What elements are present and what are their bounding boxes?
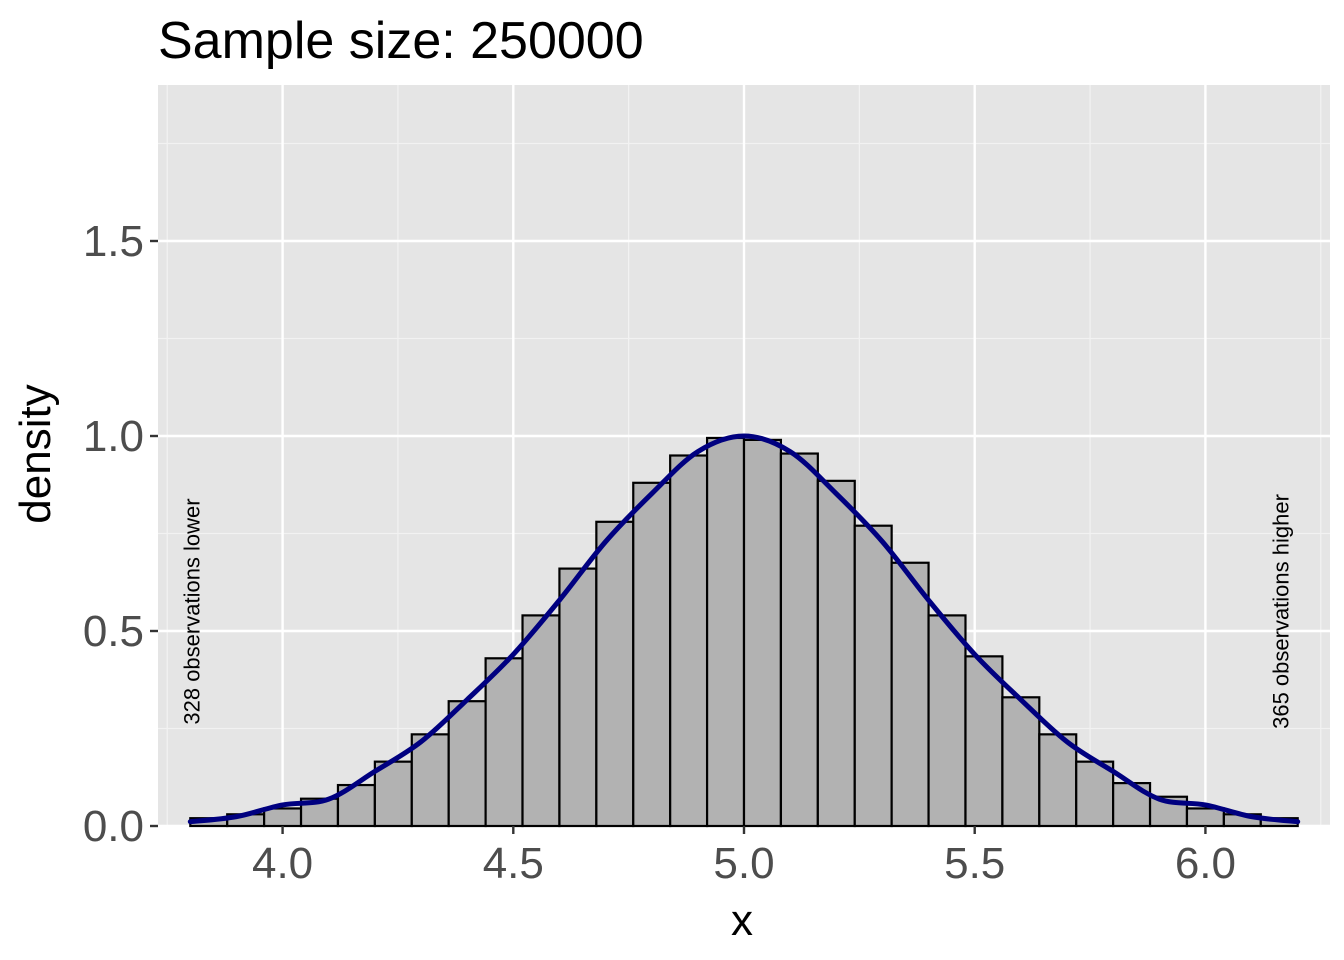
histogram-bar [1185,807,1225,828]
histogram-bar [1075,760,1115,828]
histogram-bar [853,524,893,828]
y-tick-label: 1.0 [83,412,144,461]
y-tick-label: 1.5 [83,217,144,266]
x-tick-label: 6.0 [1175,839,1236,888]
histogram-bar [632,481,672,828]
y-axis: 0.0 0.5 1.0 1.5 [83,217,158,851]
x-tick-label: 4.0 [252,839,313,888]
x-axis-title: x [731,896,753,945]
histogram-bar [263,807,303,828]
x-tick-label: 5.0 [713,839,774,888]
histogram-bar [373,760,413,828]
histogram-bar [1038,733,1078,828]
histogram-bar [705,436,746,828]
annotation-higher: 365 observations higher [1268,494,1293,729]
x-tick-label: 5.5 [944,839,1005,888]
histogram-bar [816,479,856,828]
y-tick-label: 0.5 [83,607,144,656]
histogram-bar [595,520,635,828]
chart-title: Sample size: 250000 [158,12,644,70]
y-axis-title: density [11,384,60,523]
density-curve [187,433,1301,825]
histogram-bar [1001,696,1041,828]
x-axis: 4.0 4.5 5.0 5.5 6.0 [252,826,1236,888]
y-tick-label: 0.0 [83,802,144,851]
histogram-bar [890,561,930,828]
histogram-bar [742,438,783,828]
histogram-bar [558,567,598,828]
histogram-bar [410,733,450,828]
histogram-bar [779,452,819,828]
histogram-bar [964,655,1004,828]
histogram-bar [521,614,561,828]
histogram-bar [484,657,524,828]
annotations: 328 observations lower 365 observations h… [180,494,1294,729]
histogram-bar [447,700,487,828]
annotation-lower: 328 observations lower [180,498,205,724]
x-tick-label: 4.5 [483,839,544,888]
histogram-bar [669,454,709,828]
histogram-bar [927,614,967,828]
density-curve-group [187,433,1301,825]
